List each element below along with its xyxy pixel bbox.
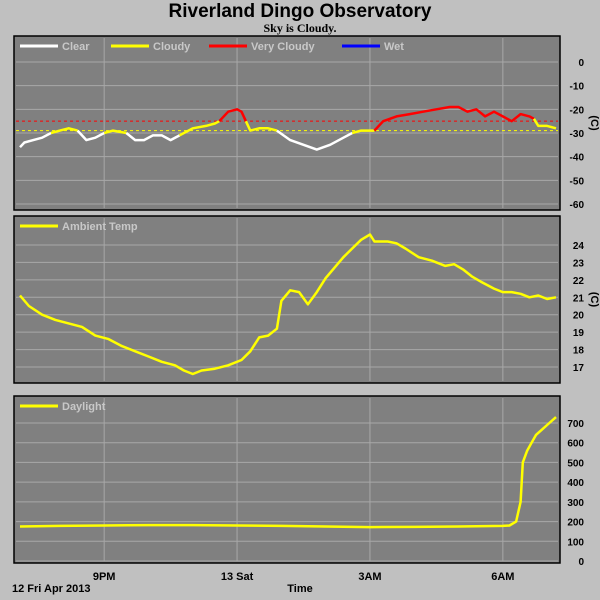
legend-label: Very Cloudy bbox=[251, 41, 315, 53]
legend-label: Ambient Temp bbox=[62, 221, 138, 233]
plot-area bbox=[13, 395, 561, 564]
y-tick-label: -60 bbox=[570, 200, 585, 211]
legend-label: Clear bbox=[62, 41, 90, 53]
footer-date: 12 Fri Apr 2013 bbox=[12, 583, 91, 595]
ambient-temp-panel: 17 18 19 20 21 22 23 24 (C) Ambient Temp bbox=[13, 215, 600, 384]
daylight-series-line bbox=[19, 416, 557, 529]
page-title: Riverland Dingo Observatory bbox=[168, 1, 432, 22]
y-tick-label: -50 bbox=[570, 176, 585, 187]
y-tick-label: 24 bbox=[573, 241, 585, 252]
y-tick-label: 400 bbox=[567, 478, 584, 489]
sky-temp-segment-cloudy bbox=[103, 129, 127, 135]
x-tick-label: 3AM bbox=[358, 571, 381, 583]
y-tick-label: -10 bbox=[570, 82, 585, 93]
daylight-panel: 0 100 200 300 400 500 600 700 Daylight bbox=[13, 395, 584, 568]
legend-label: Wet bbox=[384, 41, 404, 53]
y-tick-label: 21 bbox=[573, 293, 585, 304]
x-tick-label: 13 Sat bbox=[221, 571, 254, 583]
sky-temp-segment-clear bbox=[125, 132, 181, 142]
y-tick-label: 23 bbox=[573, 258, 585, 269]
x-tick-label: 6AM bbox=[491, 571, 514, 583]
sky-temp-segment-very-cloudy bbox=[218, 108, 248, 123]
y-tick-label: 500 bbox=[567, 458, 584, 469]
time-axis: 9PM 13 Sat 3AM 6AM bbox=[93, 571, 515, 583]
y-tick-label: 0 bbox=[578, 58, 584, 69]
y-tick-label: 18 bbox=[573, 346, 585, 357]
y-tick-label: 19 bbox=[573, 328, 585, 339]
y-tick-label: 700 bbox=[567, 419, 584, 430]
sky-temp-segment-very-cloudy bbox=[373, 105, 535, 132]
y-tick-label: -30 bbox=[570, 129, 585, 140]
plot-area bbox=[13, 215, 561, 384]
sky-temp-segment-cloudy bbox=[351, 129, 375, 135]
sky-temp-segment-cloudy bbox=[532, 118, 557, 130]
y-tick-label: -20 bbox=[570, 105, 585, 116]
y-tick-label: 200 bbox=[567, 518, 584, 529]
x-tick-label: 9PM bbox=[93, 571, 116, 583]
sky-temp-segment-cloudy bbox=[244, 120, 278, 132]
y-axis-label: (C) bbox=[588, 115, 600, 131]
x-axis-label: Time bbox=[287, 583, 313, 595]
ambient-series-line bbox=[19, 233, 557, 376]
plot-area bbox=[13, 35, 561, 211]
y-tick-label: 22 bbox=[573, 276, 585, 287]
sky-temp-segment-clear bbox=[19, 131, 52, 149]
y-axis-label: (C) bbox=[588, 292, 600, 308]
sky-temp-segment-cloudy bbox=[178, 120, 220, 137]
sky-temp-segment-clear bbox=[276, 129, 353, 151]
y-tick-label: -40 bbox=[570, 153, 585, 164]
y-tick-label: 100 bbox=[567, 537, 584, 548]
sky-temp-segment-clear bbox=[76, 129, 105, 142]
y-tick-label: 20 bbox=[573, 311, 585, 322]
y-tick-label: 300 bbox=[567, 498, 584, 509]
y-tick-label: 600 bbox=[567, 439, 584, 450]
legend-label: Daylight bbox=[62, 401, 106, 413]
sky-status-subtitle: Sky is Cloudy. bbox=[263, 21, 337, 35]
y-tick-label: 0 bbox=[578, 557, 584, 568]
sky-temperature-panel: 0 -10 -20 -30 -40 -50 -60 (C) Clear Cloudy Very Cl… bbox=[13, 35, 600, 211]
legend-label: Cloudy bbox=[153, 41, 191, 53]
y-tick-label: 17 bbox=[573, 363, 585, 374]
sky-temp-segment-cloudy bbox=[50, 127, 78, 135]
